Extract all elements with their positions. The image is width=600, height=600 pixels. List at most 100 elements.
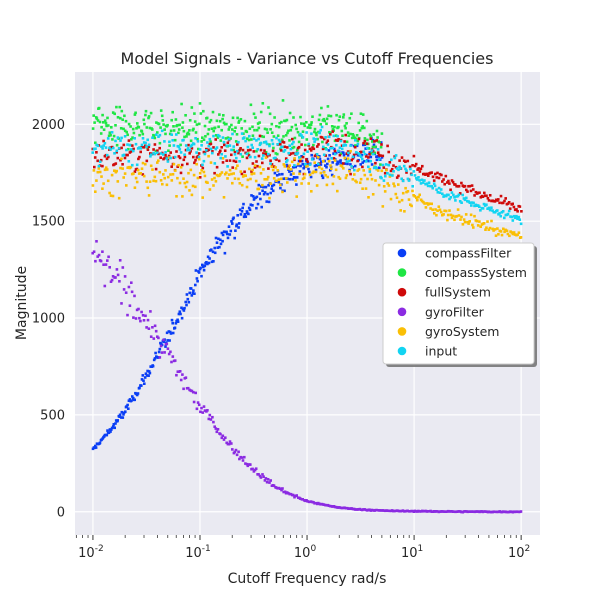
- data-point: [300, 155, 303, 158]
- data-point: [227, 128, 231, 131]
- data-point: [257, 183, 261, 187]
- data-point: [497, 198, 500, 201]
- data-point: [120, 302, 123, 305]
- data-point: [268, 112, 272, 116]
- data-point: [336, 506, 339, 509]
- data-point: [225, 122, 228, 126]
- data-point: [152, 134, 156, 138]
- data-point: [231, 181, 234, 185]
- data-point: [234, 167, 238, 170]
- data-point: [393, 155, 396, 158]
- data-point: [432, 182, 436, 185]
- data-point: [354, 139, 357, 142]
- data-point: [183, 155, 187, 159]
- data-point: [487, 228, 491, 231]
- data-point: [506, 232, 510, 236]
- data-point: [384, 174, 387, 178]
- data-point: [139, 319, 142, 323]
- data-point: [141, 161, 145, 165]
- data-point: [166, 123, 169, 127]
- data-point: [160, 129, 164, 133]
- data-point: [164, 169, 167, 172]
- data-point: [274, 166, 277, 169]
- data-point: [230, 172, 233, 176]
- data-point: [262, 135, 265, 139]
- data-point: [102, 144, 105, 147]
- data-point: [430, 185, 434, 188]
- data-point: [218, 135, 221, 138]
- data-point: [120, 410, 124, 414]
- data-point: [279, 143, 282, 146]
- data-point: [289, 128, 293, 132]
- data-point: [147, 115, 151, 118]
- data-point: [231, 222, 234, 225]
- data-point: [504, 197, 507, 200]
- data-point: [121, 167, 124, 170]
- data-point: [258, 134, 262, 138]
- data-point: [371, 509, 375, 512]
- data-point: [336, 139, 339, 142]
- data-point: [175, 195, 178, 198]
- data-point: [202, 109, 205, 113]
- data-point: [333, 125, 336, 129]
- data-point: [178, 123, 181, 127]
- data-point: [296, 148, 299, 152]
- data-point: [282, 490, 285, 494]
- data-point: [313, 130, 316, 134]
- data-point: [155, 133, 158, 136]
- data-point: [377, 183, 381, 187]
- data-point: [127, 407, 130, 410]
- data-point: [234, 448, 238, 452]
- data-point: [347, 151, 350, 155]
- data-point: [172, 129, 176, 132]
- data-point: [226, 236, 230, 240]
- data-point: [158, 133, 162, 137]
- data-point: [400, 156, 404, 159]
- data-point: [406, 190, 410, 193]
- data-point: [260, 135, 263, 138]
- data-point: [308, 173, 312, 177]
- data-point: [220, 152, 223, 156]
- data-point: [444, 174, 448, 178]
- data-point: [118, 415, 121, 418]
- data-point: [95, 151, 98, 154]
- x-axis-label: Cutoff Frequency rad/s: [228, 571, 387, 587]
- data-point: [261, 189, 264, 193]
- data-point: [177, 163, 180, 167]
- data-point: [239, 118, 243, 121]
- data-point: [367, 196, 370, 199]
- data-point: [345, 174, 349, 177]
- data-point: [316, 145, 319, 148]
- data-point: [266, 175, 270, 179]
- data-point: [301, 135, 305, 139]
- data-point: [222, 230, 226, 233]
- data-point: [357, 168, 361, 171]
- data-point: [328, 154, 331, 157]
- data-point: [343, 156, 347, 160]
- x-tick-label: 100: [294, 544, 317, 561]
- data-point: [270, 187, 273, 191]
- data-point: [313, 127, 317, 131]
- data-point: [240, 132, 244, 135]
- data-point: [284, 157, 288, 160]
- data-point: [210, 260, 214, 264]
- data-point: [260, 205, 263, 209]
- data-point: [462, 218, 466, 221]
- data-point: [94, 444, 97, 448]
- data-point: [158, 141, 162, 145]
- data-point: [112, 425, 115, 428]
- data-point: [413, 195, 417, 198]
- data-point: [243, 455, 246, 459]
- data-point: [224, 155, 227, 158]
- data-point: [263, 149, 266, 152]
- data-point: [232, 145, 235, 148]
- data-point: [217, 237, 220, 241]
- data-point: [194, 391, 197, 395]
- data-point: [246, 145, 250, 149]
- data-point: [192, 127, 195, 131]
- data-point: [275, 158, 278, 161]
- data-point: [512, 214, 516, 218]
- data-point: [153, 357, 157, 360]
- data-point: [420, 178, 424, 182]
- data-point: [182, 129, 186, 133]
